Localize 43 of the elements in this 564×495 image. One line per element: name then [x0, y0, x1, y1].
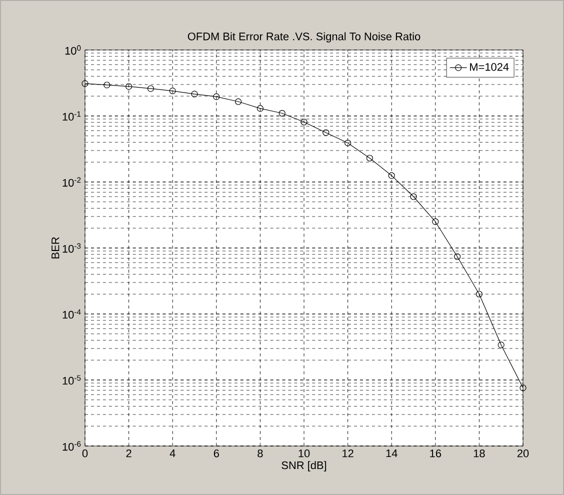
point	[104, 82, 110, 88]
y-tick-label: 10$^{-1}$	[62, 111, 81, 121]
y-tick-label: 10$^{-5}$	[62, 375, 81, 385]
x-tick-label: 0	[82, 450, 88, 458]
y-tick-label: 10$^{0}$	[65, 45, 81, 55]
point	[213, 93, 220, 100]
point	[498, 342, 504, 348]
y-tick-label: 10$^{-3}$	[62, 243, 81, 253]
point	[344, 140, 352, 146]
x-tick-label: 12	[342, 450, 354, 458]
point	[476, 290, 482, 298]
point	[235, 98, 242, 105]
x-tick-label: 4	[170, 450, 176, 458]
point	[410, 193, 417, 200]
x-tick-label: 10	[298, 450, 310, 458]
x-tick-label: 18	[474, 450, 485, 458]
x-tick-label: 6	[214, 450, 219, 458]
x-tick-label: 16	[430, 450, 442, 458]
point	[454, 253, 461, 260]
x-tick-label: 2	[126, 450, 132, 458]
point	[388, 172, 395, 179]
y-tick-label: 10$^{-2}$	[62, 177, 81, 187]
point	[82, 80, 88, 87]
legend-label: M=1024	[470, 63, 509, 71]
point	[432, 218, 439, 226]
point	[278, 110, 286, 117]
chart-title: OFDM Bit Error Rate .VS. Signal To Noise Ratio	[188, 32, 420, 42]
point	[520, 384, 526, 392]
point	[126, 83, 132, 90]
x-tick-label: 20	[517, 450, 529, 458]
y-tick-label: 10$^{-4}$	[62, 309, 81, 319]
point	[300, 118, 308, 126]
point	[256, 105, 264, 112]
point	[191, 90, 198, 98]
point	[366, 154, 373, 162]
point	[169, 88, 176, 94]
point	[147, 85, 154, 92]
y-tick-label: 10$^{-6}$	[62, 441, 81, 451]
x-tick-label: 8	[258, 450, 263, 458]
x-tick-label: 14	[386, 450, 398, 458]
point	[322, 129, 330, 136]
y-axis-title: BER	[52, 237, 60, 258]
x-axis-title: SNR [dB]	[282, 461, 326, 472]
